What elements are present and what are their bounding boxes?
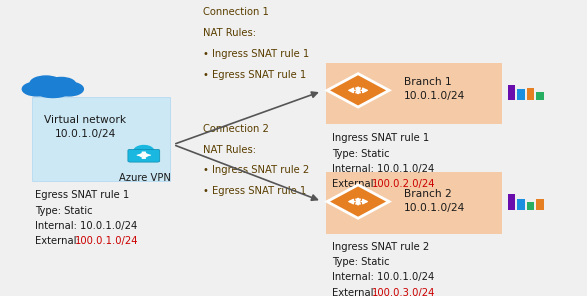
Text: Connection 1: Connection 1	[203, 7, 268, 17]
Text: • Ingress SNAT rule 1: • Ingress SNAT rule 1	[203, 49, 309, 59]
Text: NAT Rules:: NAT Rules:	[203, 144, 255, 155]
Text: Internal: 10.0.1.0/24: Internal: 10.0.1.0/24	[35, 221, 137, 231]
Bar	[536, 92, 544, 100]
FancyBboxPatch shape	[326, 62, 502, 124]
Text: Ingress SNAT rule 2: Ingress SNAT rule 2	[332, 242, 429, 252]
Bar	[527, 88, 534, 100]
Bar	[517, 199, 525, 210]
FancyBboxPatch shape	[32, 97, 170, 181]
Text: Azure VPN: Azure VPN	[119, 173, 171, 183]
Circle shape	[30, 76, 62, 91]
Bar	[517, 89, 525, 100]
Text: Type: Static: Type: Static	[332, 257, 389, 267]
Circle shape	[22, 82, 51, 96]
Text: Type: Static: Type: Static	[35, 206, 93, 216]
Circle shape	[32, 78, 74, 97]
Text: Virtual network
10.0.1.0/24: Virtual network 10.0.1.0/24	[44, 115, 126, 139]
FancyBboxPatch shape	[128, 149, 160, 162]
Text: Branch 1
10.0.1.0/24: Branch 1 10.0.1.0/24	[404, 77, 465, 101]
Text: External:: External:	[35, 236, 83, 246]
Bar	[508, 85, 515, 100]
Text: • Egress SNAT rule 1: • Egress SNAT rule 1	[203, 70, 306, 80]
Bar	[508, 194, 515, 210]
Bar	[527, 202, 534, 210]
Text: 100.0.3.0/24: 100.0.3.0/24	[372, 288, 435, 296]
Polygon shape	[327, 74, 389, 107]
Text: Internal: 10.0.1.0/24: Internal: 10.0.1.0/24	[332, 164, 434, 174]
Text: External:: External:	[332, 288, 380, 296]
Text: Egress SNAT rule 1: Egress SNAT rule 1	[35, 190, 130, 200]
Text: 100.0.2.0/24: 100.0.2.0/24	[372, 179, 435, 189]
Text: External:: External:	[332, 179, 380, 189]
Text: Branch 2
10.0.1.0/24: Branch 2 10.0.1.0/24	[404, 189, 465, 213]
Bar	[536, 199, 544, 210]
Circle shape	[55, 82, 83, 96]
Text: • Egress SNAT rule 1: • Egress SNAT rule 1	[203, 186, 306, 196]
Circle shape	[47, 78, 76, 91]
Text: Internal: 10.0.1.0/24: Internal: 10.0.1.0/24	[332, 272, 434, 282]
Text: NAT Rules:: NAT Rules:	[203, 28, 255, 38]
FancyBboxPatch shape	[326, 172, 502, 234]
Text: Ingress SNAT rule 1: Ingress SNAT rule 1	[332, 133, 429, 144]
Text: • Ingress SNAT rule 2: • Ingress SNAT rule 2	[203, 165, 309, 176]
Polygon shape	[327, 185, 389, 218]
Text: Type: Static: Type: Static	[332, 149, 389, 159]
Text: 100.0.1.0/24: 100.0.1.0/24	[75, 236, 139, 246]
Text: Connection 2: Connection 2	[203, 124, 268, 134]
